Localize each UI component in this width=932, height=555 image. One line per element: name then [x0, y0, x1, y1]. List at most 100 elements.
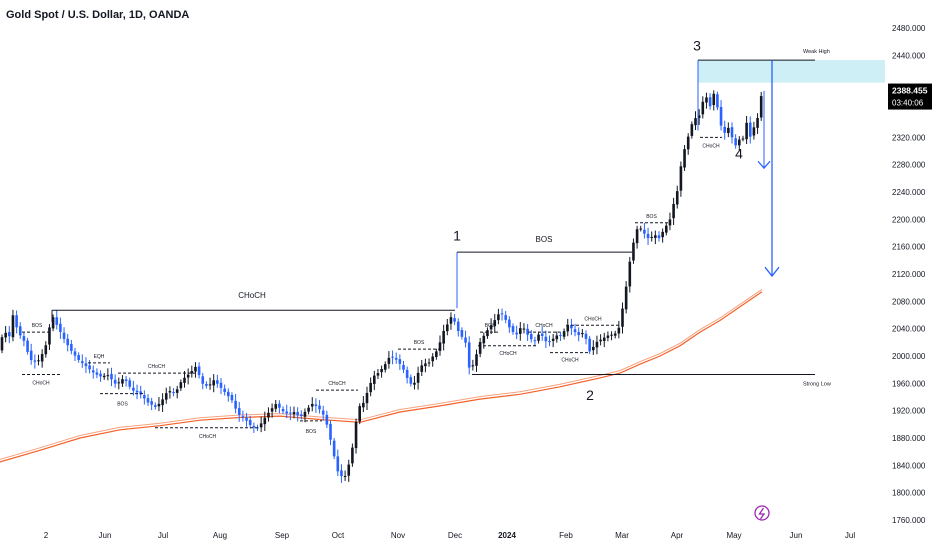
candle-body [172, 392, 175, 394]
candle-body [427, 362, 431, 364]
candle-body [26, 340, 29, 352]
wave-label-4: 4 [735, 146, 743, 162]
candle-body [62, 332, 66, 340]
candle-body [551, 338, 555, 341]
candle-body [128, 380, 132, 387]
candle-body [241, 416, 245, 418]
candle-body [81, 361, 84, 364]
candle-body [318, 405, 321, 410]
candle-body [391, 356, 394, 358]
candle-body [686, 136, 690, 150]
y-tick-label: 2200.000 [892, 215, 926, 224]
candle-body [44, 345, 48, 355]
candle-body [347, 464, 351, 476]
candle-body [285, 411, 288, 414]
candle-body [135, 390, 139, 393]
candle-body [183, 377, 186, 383]
candle-body [325, 414, 329, 425]
candle-body [467, 342, 471, 368]
candle-body [759, 96, 763, 118]
bos-label: BOS [414, 340, 425, 346]
candle-body [121, 379, 124, 384]
candle-body [643, 229, 646, 234]
candle-body [40, 354, 44, 362]
candle-body [508, 319, 511, 328]
candle-body [566, 325, 570, 332]
candle-body [51, 317, 55, 329]
candle-body [387, 357, 391, 364]
candle-body [321, 410, 325, 415]
candle-body [716, 94, 719, 108]
x-tick-label: Dec [448, 531, 462, 540]
candle-body [179, 382, 183, 389]
candle-body [197, 366, 201, 376]
y-tick-label: 2280.000 [892, 161, 926, 170]
candle-body [446, 324, 449, 332]
choch-label: CHoCH [199, 434, 217, 440]
chart-title: Gold Spot / U.S. Dollar, 1D, OANDA [6, 9, 190, 21]
candle-body [595, 341, 599, 348]
moving-average-band [0, 288, 763, 460]
x-tick-label: May [726, 531, 741, 540]
candle-body [91, 370, 95, 373]
candle-body [351, 447, 354, 464]
x-tick-label: Jun [99, 531, 112, 540]
candle-body [610, 334, 613, 336]
candle-body [18, 326, 22, 336]
candle-body [672, 203, 675, 219]
candle-body [398, 359, 402, 364]
candle-body [489, 325, 493, 330]
y-tick-label: 1760.000 [892, 516, 926, 525]
eqh-label: EQH [94, 354, 105, 360]
candle-body [117, 382, 121, 384]
candle-body [745, 122, 748, 140]
candle-body [602, 337, 606, 341]
candle-body [267, 412, 270, 418]
candle-body [59, 323, 62, 332]
candle-body [697, 115, 701, 119]
candle-body [245, 417, 248, 421]
strong-low-label: Strong Low [803, 381, 831, 387]
x-tick-label: Nov [391, 531, 405, 540]
arrow-head-long [764, 266, 780, 278]
candle-body [588, 338, 591, 352]
candle-body [77, 355, 80, 360]
candle-body [533, 340, 537, 342]
candle-body [139, 391, 142, 395]
candle-body [657, 235, 661, 239]
wave-label-3: 3 [693, 38, 701, 54]
choch-label-major: CHoCH [238, 291, 266, 300]
candle-body [592, 346, 595, 351]
candle-body [132, 387, 135, 391]
candle-body [635, 229, 639, 244]
candle-body [48, 327, 51, 345]
candle-body [570, 325, 573, 329]
candle-body [537, 334, 540, 341]
candle-body [208, 384, 212, 386]
candle-body [307, 407, 310, 412]
candle-body [719, 106, 723, 126]
bos-label: BOS [117, 402, 128, 408]
candle-body [329, 423, 332, 440]
x-tick-label: Jun [790, 531, 803, 540]
candle-body [223, 388, 226, 393]
x-tick-label: Feb [559, 531, 573, 540]
candle-body [340, 470, 343, 477]
candle-body [4, 332, 7, 338]
candle-body [675, 191, 679, 205]
candle-body [413, 382, 416, 385]
candle-body [442, 330, 445, 344]
candle-body [146, 398, 150, 403]
bos-label: BOS [32, 323, 43, 329]
lightning-bolt-icon[interactable] [754, 505, 770, 521]
candle-body [548, 340, 551, 343]
y-tick-label: 2480.000 [892, 24, 926, 33]
candle-body [216, 380, 219, 384]
candle-body [212, 380, 215, 386]
candle-body [497, 314, 500, 321]
candle-body [540, 333, 544, 336]
x-tick-label: Jul [158, 531, 168, 540]
x-tick-label: 2024 [498, 531, 516, 540]
candle-body [73, 351, 77, 356]
